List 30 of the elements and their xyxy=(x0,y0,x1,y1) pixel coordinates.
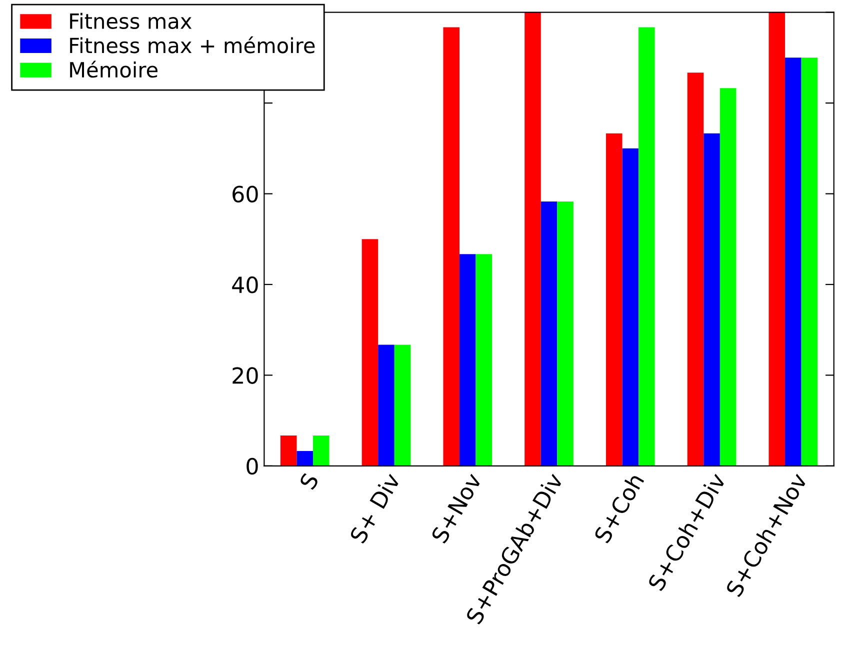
y-tick-label: 40 xyxy=(232,276,258,294)
bar xyxy=(460,254,476,466)
bar xyxy=(785,58,802,466)
bar xyxy=(720,88,736,466)
bar xyxy=(443,27,460,466)
bar xyxy=(557,201,574,466)
bar xyxy=(362,239,378,466)
bar xyxy=(768,12,786,466)
y-tick-label: 20 xyxy=(232,367,258,384)
bar xyxy=(476,254,492,466)
x-tick-label: S+ Div xyxy=(348,471,401,544)
bar xyxy=(622,148,639,466)
bar xyxy=(638,27,655,466)
legend-label: Fitness max xyxy=(70,12,192,29)
bar xyxy=(378,344,394,466)
legend-label: Mémoire xyxy=(70,60,158,78)
y-tick-label: 60 xyxy=(232,186,258,203)
bar xyxy=(606,133,622,466)
bar xyxy=(687,72,704,466)
bar xyxy=(394,344,411,466)
x-tick-label: S xyxy=(298,472,320,490)
bar xyxy=(524,12,541,466)
y-tick-label: 0 xyxy=(246,458,258,475)
bar xyxy=(801,58,818,466)
bar xyxy=(704,133,720,466)
bar xyxy=(280,436,297,466)
bar xyxy=(313,436,330,466)
legend-label: Fitness max + mémoire xyxy=(70,36,315,54)
bar xyxy=(296,450,314,466)
bar xyxy=(540,201,558,466)
